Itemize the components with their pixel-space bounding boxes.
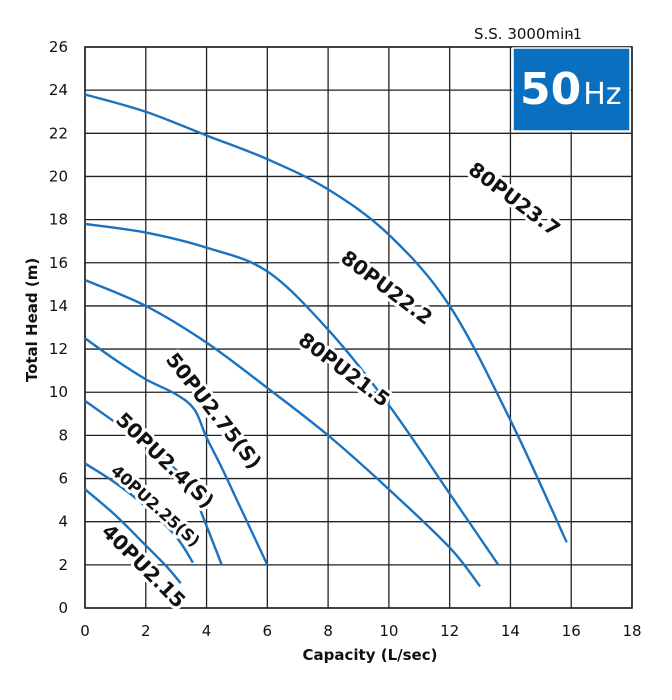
speed-label: S.S. 3000min-1 [474, 25, 582, 43]
curve-label-80pu23-7: 80PU23.7 [461, 154, 568, 244]
y-tick-label: 20 [49, 167, 68, 185]
curve-80pu21-5 [84, 278, 482, 588]
curve-80pu23-7 [84, 93, 568, 543]
y-tick-label: 2 [58, 556, 68, 574]
y-tick-label: 24 [49, 81, 68, 99]
x-tick-label: 0 [80, 622, 90, 640]
curve-label-80pu21-5: 80PU21.5 [291, 324, 398, 414]
y-tick-label: 12 [49, 340, 68, 358]
y-tick-label: 10 [49, 383, 68, 401]
svg-text:50Hz: 50Hz [520, 64, 622, 115]
x-tick-label: 8 [323, 622, 333, 640]
y-axis-title: Total Head (m) [23, 258, 41, 382]
y-tick-label: 18 [49, 211, 68, 229]
curve-80pu22-2 [84, 222, 500, 566]
svg-text:80PU23.7: 80PU23.7 [464, 157, 565, 241]
plot-frame [84, 46, 633, 609]
x-axis-title: Capacity (L/sec) [303, 646, 438, 664]
frequency-unit: Hz [583, 77, 621, 112]
x-axis-ticks: 0 2 4 6 8 10 12 14 16 18 [80, 622, 641, 640]
curve-50pu2-4-s- [84, 399, 223, 566]
x-tick-label: 16 [562, 622, 581, 640]
y-tick-label: 4 [58, 513, 68, 531]
curve-50pu2-75-s- [84, 337, 269, 566]
y-tick-label: 8 [58, 426, 68, 444]
svg-text:80PU22.2: 80PU22.2 [336, 245, 437, 329]
y-tick-label: 0 [58, 599, 68, 617]
curve-label-80pu22-2: 80PU22.2 [333, 242, 440, 332]
x-tick-label: 4 [202, 622, 212, 640]
y-tick-label: 16 [49, 254, 68, 272]
x-tick-label: 6 [263, 622, 273, 640]
svg-text:80PU21.5: 80PU21.5 [294, 327, 395, 411]
x-tick-label: 14 [501, 622, 520, 640]
x-tick-label: 18 [622, 622, 641, 640]
frequency-badge-box [512, 47, 631, 132]
curve-labels: 80PU23.780PU22.280PU21.550PU2.75(S)50PU2… [94, 154, 568, 616]
curve-40pu2-15 [84, 488, 182, 584]
curve-label-50pu2-4-s-: 50PU2.4(S) [108, 405, 222, 516]
pump-curves [84, 93, 568, 588]
y-tick-label: 14 [49, 297, 68, 315]
y-tick-label: 26 [49, 38, 68, 56]
y-tick-label: 22 [49, 124, 68, 142]
svg-text:50PU2.4(S): 50PU2.4(S) [111, 408, 219, 513]
curve-40pu2-25-s- [84, 462, 194, 564]
y-tick-label: 6 [58, 470, 68, 488]
x-tick-label: 12 [440, 622, 459, 640]
x-tick-label: 10 [379, 622, 398, 640]
frequency-badge: 50Hz [512, 47, 631, 132]
frequency-value: 50 [520, 64, 581, 115]
x-tick-label: 2 [141, 622, 151, 640]
